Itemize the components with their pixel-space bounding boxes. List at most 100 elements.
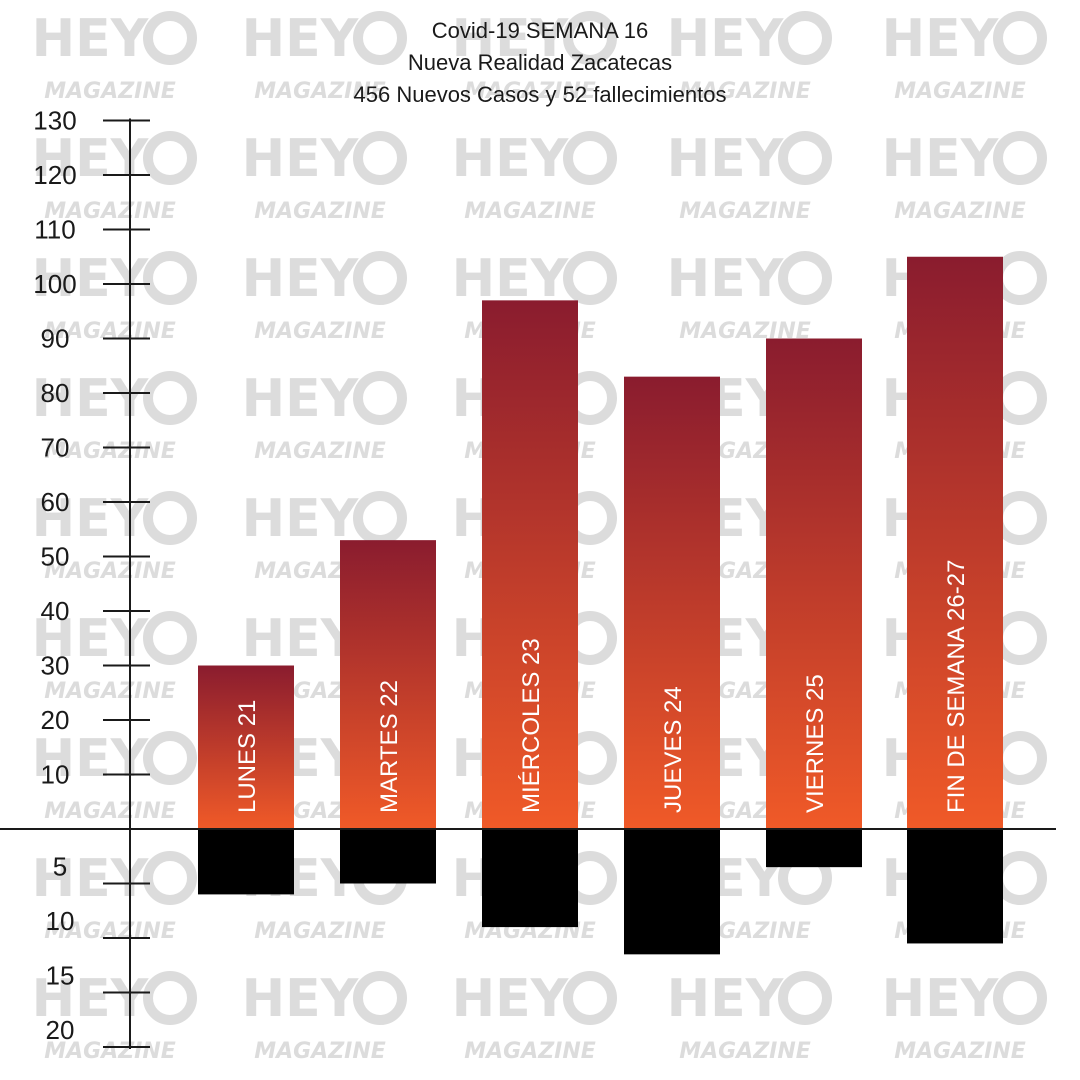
speech-bubble-icon — [143, 971, 197, 1025]
y-tick-label: 110 — [34, 215, 75, 245]
watermark-word: HEY — [452, 969, 570, 1029]
speech-bubble-icon — [143, 371, 197, 425]
watermark-word: HEY — [667, 249, 785, 309]
watermark-word: HEY — [242, 489, 360, 549]
speech-bubble-icon — [993, 611, 1047, 665]
speech-bubble-icon — [993, 731, 1047, 785]
watermark-word: MAGAZINE — [464, 199, 596, 224]
speech-bubble-icon — [353, 11, 407, 65]
speech-bubble-icon — [993, 371, 1047, 425]
bar-cases — [198, 665, 294, 829]
axes: 10 20 30 40 50 60 70 80 90 100 110 120 130 5 10 15 20 — [0, 106, 1056, 1049]
speech-bubble-icon — [353, 971, 407, 1025]
watermark-word: HEY — [667, 129, 785, 189]
speech-bubble-icon — [563, 131, 617, 185]
watermark-tile: HEY MAGAZINE — [452, 9, 617, 104]
watermark-tile: HEY MAGAZINE — [242, 129, 407, 224]
bar-cases — [482, 300, 578, 830]
watermark-tile: HEY MAGAZINE — [667, 129, 832, 224]
speech-bubble-icon — [778, 11, 832, 65]
speech-bubble-icon — [993, 11, 1047, 65]
category-label: JUEVES 24 — [660, 686, 687, 813]
speech-bubble-icon — [143, 731, 197, 785]
category-label: VIERNES 25 — [802, 674, 829, 813]
speech-bubble-icon — [993, 851, 1047, 905]
speech-bubble-icon — [143, 611, 197, 665]
y-tick-label: 130 — [33, 106, 76, 136]
y-tick-label: 5 — [53, 852, 67, 882]
speech-bubble-icon — [993, 131, 1047, 185]
speech-bubble-icon — [353, 371, 407, 425]
y-tick-label: 50 — [41, 542, 70, 572]
watermark-word: MAGAZINE — [254, 439, 386, 464]
speech-bubble-icon — [563, 251, 617, 305]
y-tick-label: 60 — [41, 487, 70, 517]
speech-bubble-icon — [143, 251, 197, 305]
speech-bubble-icon — [143, 851, 197, 905]
speech-bubble-icon — [778, 131, 832, 185]
bar-cases — [624, 376, 720, 829]
watermark-word: HEY — [32, 849, 150, 909]
bar-deaths — [482, 829, 578, 928]
watermark-word: HEY — [242, 249, 360, 309]
y-tick-label: 30 — [41, 651, 70, 681]
watermark-word: MAGAZINE — [894, 79, 1026, 104]
watermark-word: MAGAZINE — [44, 319, 176, 344]
bar-deaths — [907, 829, 1003, 944]
bar-cases — [907, 256, 1003, 829]
chart-title-line-3: 456 Nuevos Casos y 52 fallecimientos — [353, 82, 727, 107]
watermark-word: MAGAZINE — [254, 1039, 386, 1064]
watermark-word: MAGAZINE — [254, 199, 386, 224]
category-label: MIÉRCOLES 23 — [518, 638, 545, 813]
speech-bubble-icon — [563, 971, 617, 1025]
speech-bubble-icon — [778, 971, 832, 1025]
speech-bubble-icon — [778, 251, 832, 305]
watermark-word: MAGAZINE — [464, 79, 596, 104]
watermark-word: MAGAZINE — [464, 1039, 596, 1064]
watermark-word: MAGAZINE — [894, 199, 1026, 224]
watermark-word: MAGAZINE — [44, 919, 176, 944]
y-tick-label: 40 — [41, 596, 70, 626]
watermark-word: HEY — [882, 9, 1000, 69]
y-tick-label: 10 — [46, 906, 75, 936]
watermark-word: MAGAZINE — [44, 679, 176, 704]
watermark-word: MAGAZINE — [679, 1039, 811, 1064]
watermark-word: HEY — [242, 9, 360, 69]
watermark-word: HEY — [242, 969, 360, 1029]
speech-bubble-icon — [353, 131, 407, 185]
speech-bubble-icon — [143, 491, 197, 545]
bar-deaths — [198, 829, 294, 895]
speech-bubble-icon — [353, 251, 407, 305]
speech-bubble-icon — [993, 971, 1047, 1025]
watermark-tile: HEY MAGAZINE — [242, 969, 407, 1064]
watermark-word: MAGAZINE — [679, 199, 811, 224]
watermark-tile: HEY MAGAZINE — [452, 129, 617, 224]
chart-title-line-1: Covid-19 SEMANA 16 — [431, 18, 649, 43]
bar-labels: LUNES 21 MARTES 22 MIÉRCOLES 23 JUEVES 24 VI… — [234, 560, 970, 813]
watermark-word: HEY — [242, 129, 360, 189]
watermark-word: MAGAZINE — [44, 559, 176, 584]
watermark-word: MAGAZINE — [254, 919, 386, 944]
watermark-tile: HEY MAGAZINE — [452, 969, 617, 1064]
watermark-word: HEY — [452, 249, 570, 309]
bar-cases — [766, 338, 862, 829]
watermark-word: MAGAZINE — [44, 439, 176, 464]
speech-bubble-icon — [993, 491, 1047, 545]
chart-title-line-2: Nueva Realidad Zacatecas — [407, 50, 673, 75]
watermark-word: HEY — [32, 9, 150, 69]
bar-deaths — [624, 829, 720, 955]
watermark-word: HEY — [452, 129, 570, 189]
speech-bubble-icon — [993, 251, 1047, 305]
y-tick-label: 20 — [41, 705, 70, 735]
watermark-word: MAGAZINE — [679, 79, 811, 104]
watermark-word: HEY — [452, 9, 570, 69]
watermark-word: MAGAZINE — [894, 1039, 1026, 1064]
